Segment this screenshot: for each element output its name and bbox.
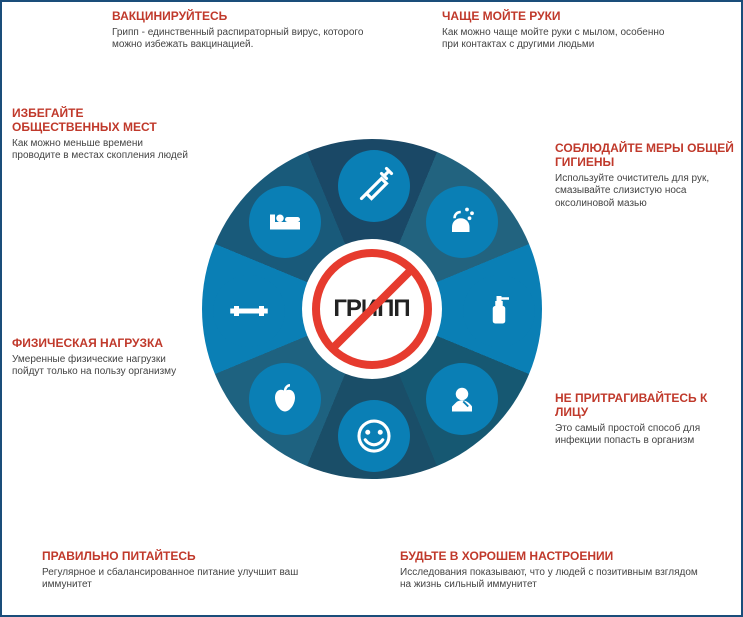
good-mood-desc: Исследования показывают, что у людей с п… bbox=[400, 567, 700, 592]
avoid-crowds-title: ИЗБЕГАЙТЕ ОБЩЕСТВЕННЫХ МЕСТ bbox=[12, 107, 192, 135]
no-touch-face-text: НЕ ПРИТРАГИВАЙТЕСЬ К ЛИЦУ Это самый прост… bbox=[555, 392, 735, 448]
smile-icon bbox=[354, 416, 394, 456]
wash-hands-text: ЧАЩЕ МОЙТЕ РУКИ Как можно чаще мойте руки… bbox=[442, 10, 672, 52]
wash-hands-desc: Как можно чаще мойте руки с мылом, особе… bbox=[442, 27, 672, 52]
eat-right-title: ПРАВИЛЬНО ПИТАЙТЕСЬ bbox=[42, 550, 342, 564]
eat-right-desc: Регулярное и сбалансированное питание ул… bbox=[42, 567, 342, 592]
exercise-text: ФИЗИЧЕСКАЯ НАГРУЗКА Умеренные физические … bbox=[12, 337, 182, 379]
exercise-icon-circle bbox=[213, 275, 285, 347]
good-mood-text: БУДЬТЕ В ХОРОШЕМ НАСТРОЕНИИ Исследования … bbox=[400, 550, 700, 592]
vaccinate-title: ВАКЦИНИРУЙТЕСЬ bbox=[112, 10, 367, 24]
apple-icon bbox=[265, 379, 305, 419]
no-touch-face-title: НЕ ПРИТРАГИВАЙТЕСЬ К ЛИЦУ bbox=[555, 392, 735, 420]
hygiene-icon-circle bbox=[463, 275, 535, 347]
good-mood-icon-circle bbox=[338, 400, 410, 472]
good-mood-title: БУДЬТЕ В ХОРОШЕМ НАСТРОЕНИИ bbox=[400, 550, 700, 564]
sanitizer-icon bbox=[479, 291, 519, 331]
eat-right-icon-circle bbox=[249, 363, 321, 435]
exercise-desc: Умеренные физические нагрузки пойдут тол… bbox=[12, 354, 182, 379]
no-touch-face-desc: Это самый простой способ для инфекции по… bbox=[555, 423, 735, 448]
no-touch-face-icon-circle bbox=[426, 363, 498, 435]
exercise-title: ФИЗИЧЕСКАЯ НАГРУЗКА bbox=[12, 337, 182, 351]
wash-hands-title: ЧАЩЕ МОЙТЕ РУКИ bbox=[442, 10, 672, 24]
hygiene-title: СОБЛЮДАЙТЕ МЕРЫ ОБЩЕЙ ГИГИЕНЫ bbox=[555, 142, 735, 170]
syringe-icon bbox=[354, 166, 394, 206]
sneeze-icon bbox=[442, 379, 482, 419]
wash-hands-icon-circle bbox=[426, 186, 498, 258]
hygiene-desc: Используйте очиститель для рук, смазывай… bbox=[555, 173, 735, 211]
avoid-crowds-icon-circle bbox=[249, 186, 321, 258]
center-circle: ГРИПП bbox=[302, 239, 442, 379]
vaccinate-text: ВАКЦИНИРУЙТЕСЬ Грипп - единственный распи… bbox=[112, 10, 367, 52]
dumbbell-icon bbox=[229, 291, 269, 331]
vaccinate-desc: Грипп - единственный распираторный вирус… bbox=[112, 27, 367, 52]
wash-hands-icon bbox=[442, 202, 482, 242]
hygiene-text: СОБЛЮДАЙТЕ МЕРЫ ОБЩЕЙ ГИГИЕНЫ Используйте… bbox=[555, 142, 735, 210]
vaccinate-icon-circle bbox=[338, 150, 410, 222]
eat-right-text: ПРАВИЛЬНО ПИТАЙТЕСЬ Регулярное и сбаланси… bbox=[42, 550, 342, 592]
avoid-crowds-desc: Как можно меньше времени проводите в мес… bbox=[12, 138, 192, 163]
bed-icon bbox=[265, 202, 305, 242]
center-label: ГРИПП bbox=[333, 295, 409, 323]
avoid-crowds-text: ИЗБЕГАЙТЕ ОБЩЕСТВЕННЫХ МЕСТ Как можно мен… bbox=[12, 107, 192, 163]
prohibit-sign: ГРИПП bbox=[312, 249, 432, 369]
